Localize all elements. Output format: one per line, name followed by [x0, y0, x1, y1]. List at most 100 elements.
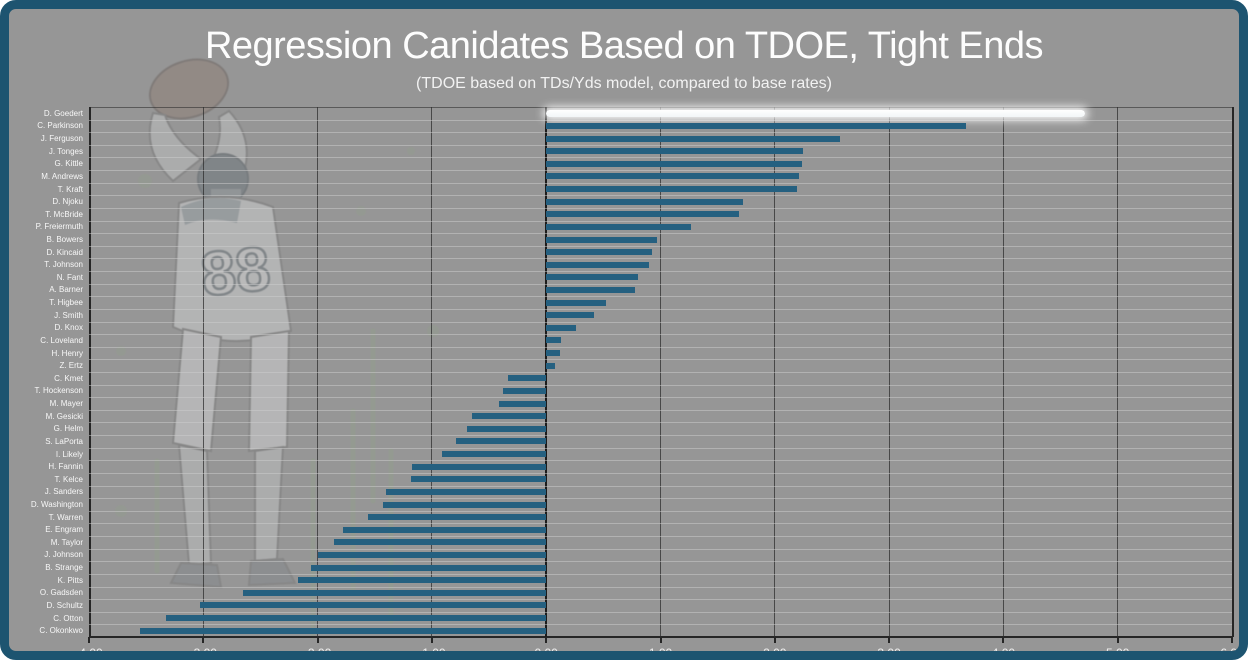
axis-tick [888, 637, 891, 643]
bar [546, 299, 606, 306]
category-label: B. Strange [45, 563, 83, 573]
row-separator-line [89, 409, 1232, 411]
row-separator-line [89, 346, 1232, 348]
bar [546, 249, 653, 256]
category-label: T. Warren [48, 512, 83, 522]
category-label: A. Barner [49, 285, 83, 295]
row-separator-line [89, 271, 1232, 273]
axis-tick [202, 637, 205, 643]
category-label: M. Taylor [50, 537, 83, 547]
row-separator-line [89, 548, 1232, 550]
axis-tick-label: 0.00 [534, 646, 558, 660]
bar [546, 148, 804, 155]
bar-highlighted [546, 109, 1085, 117]
bar [471, 413, 547, 420]
row-separator-line [89, 233, 1232, 235]
row-separator-line [89, 157, 1232, 159]
category-label: K. Pitts [57, 575, 83, 585]
category-label: M. Andrews [41, 171, 83, 181]
row-separator-line [89, 435, 1232, 437]
bar [546, 324, 576, 331]
chart-subtitle: (TDOE based on TDs/Yds model, compared t… [416, 75, 832, 92]
bar [546, 223, 692, 230]
category-label: Z. Ertz [59, 361, 83, 371]
axis-tick-label: -1.00 [418, 646, 446, 660]
row-separator-line [89, 573, 1232, 575]
row-separator-line [89, 132, 1232, 134]
category-label: B. Bowers [46, 234, 83, 244]
bar [546, 211, 740, 218]
category-label: D. Knox [54, 323, 83, 333]
category-label: H. Fannin [48, 462, 83, 472]
row-separator-line [89, 245, 1232, 247]
axis-tick [545, 637, 548, 643]
category-label: C. Parkinson [37, 121, 83, 131]
row-separator-line [89, 523, 1232, 525]
axis-tick-label: -2.00 [303, 646, 332, 660]
row-separator-line [89, 498, 1232, 500]
axis-tick [1231, 637, 1233, 643]
bar [499, 400, 547, 407]
axis-tick-label: 1.00 [648, 646, 673, 660]
row-separator-line [89, 586, 1232, 588]
bar [546, 261, 650, 268]
bar [502, 387, 547, 394]
bar [243, 589, 547, 596]
bar [546, 286, 636, 293]
category-label: D. Schultz [46, 600, 83, 610]
bar [382, 501, 547, 508]
row-separator-line [89, 321, 1232, 323]
row-separator-line [89, 258, 1232, 260]
category-label: T. Kraft [57, 184, 83, 194]
category-label: J. Tonges [48, 146, 83, 156]
axis-tick-label: 3.00 [877, 646, 901, 660]
bar [546, 198, 743, 205]
category-label: C. Loveland [40, 335, 83, 345]
bar [546, 274, 638, 281]
category-label: D. Washington [30, 499, 83, 509]
category-label: C. Kmet [54, 373, 83, 383]
axis-tick [773, 637, 776, 643]
row-separator-line [89, 283, 1232, 285]
category-label: T. Johnson [44, 260, 83, 270]
bar [298, 577, 547, 584]
category-label: M. Gesicki [45, 411, 83, 421]
axis-tick [316, 637, 319, 643]
bar [310, 564, 547, 571]
category-label: T. Hockenson [34, 386, 83, 396]
row-separator-line [89, 624, 1232, 626]
bar [508, 375, 547, 382]
category-label: D. Kincaid [46, 247, 83, 257]
vertical-gridline [1231, 107, 1234, 637]
row-separator-line [89, 308, 1232, 310]
bar [412, 463, 547, 470]
axis-tick [1116, 637, 1119, 643]
axis-tick-label: 2.00 [763, 646, 787, 660]
bar [386, 488, 547, 495]
bar [546, 186, 797, 193]
axis-tick-label: 4.00 [991, 646, 1016, 660]
bar [165, 615, 547, 622]
bar [546, 135, 840, 142]
axis-tick-label: 6.00 [1220, 646, 1244, 660]
category-label: O. Gadsden [39, 588, 83, 598]
row-separator-line [89, 372, 1232, 373]
category-label: D. Goedert [43, 108, 83, 118]
category-label: S. LaPorta [45, 436, 83, 446]
category-label: J. Johnson [44, 550, 83, 560]
row-separator-line [89, 220, 1232, 222]
row-separator-line [89, 384, 1232, 386]
bar [317, 551, 547, 558]
row-separator-line [89, 611, 1232, 613]
axis-tick-label: -4.00 [75, 646, 103, 660]
category-label: T. Higbee [49, 298, 83, 308]
chart-title: Regression Canidates Based on TDOE, Tigh… [204, 25, 1044, 67]
category-label: G. Kittle [54, 159, 83, 169]
row-separator-line [89, 422, 1232, 424]
bar [455, 438, 547, 445]
category-label: H. Henry [51, 348, 83, 358]
bar [546, 160, 803, 167]
category-label: N. Fant [56, 272, 83, 282]
category-labels: D. Goedert C. Parkinson J. Ferguson J. Tong… [15, 107, 83, 637]
